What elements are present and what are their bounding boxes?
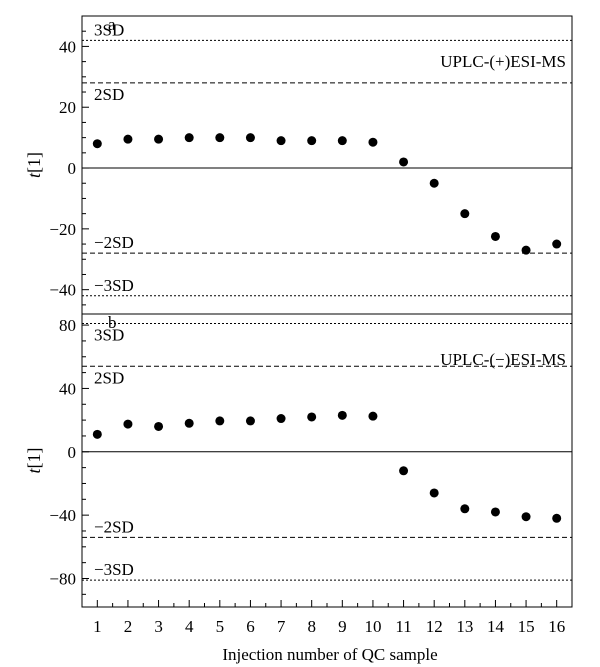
data-point	[154, 421, 164, 431]
data-point	[245, 416, 255, 426]
data-point	[215, 416, 225, 426]
x-tick-label: 10	[364, 617, 381, 636]
data-point	[92, 429, 102, 439]
x-tick-label: 4	[185, 617, 194, 636]
data-point	[460, 209, 470, 219]
y-axis-title-rest: [1]	[24, 152, 44, 173]
data-point	[490, 507, 500, 517]
ionization-mode-label: UPLC-(−)ESI-MS	[440, 350, 566, 369]
panel-b: −80 −40 0 40 80 t[1] 3SD 2SD −2SD −3SD b UPLC-(−)ES…	[24, 313, 573, 608]
y-axis-title-italic: t	[24, 468, 44, 474]
data-point	[307, 136, 317, 146]
data-point	[92, 139, 102, 149]
sd-label: 3SD	[94, 326, 124, 345]
data-point	[552, 513, 562, 523]
y-tick-label: −40	[49, 281, 76, 300]
x-tick-label: 7	[277, 617, 286, 636]
x-tick-label: 8	[307, 617, 316, 636]
data-point	[276, 414, 286, 424]
y-tick-label: −80	[49, 569, 76, 588]
y-axis-title-rest: [1]	[24, 447, 44, 468]
data-point	[460, 504, 470, 514]
x-tick-label: 3	[154, 617, 163, 636]
x-tick-label: 15	[518, 617, 535, 636]
y-tick-label: 80	[59, 316, 76, 335]
data-point	[154, 134, 164, 144]
x-tick-label: 11	[395, 617, 411, 636]
y-axis-title: t[1]	[24, 152, 44, 178]
data-point	[368, 137, 378, 147]
y-tick-label: 20	[59, 98, 76, 117]
x-axis-title: Injection number of QC sample	[222, 645, 437, 664]
x-tick-label: 16	[548, 617, 565, 636]
data-point	[399, 157, 409, 167]
data-point	[399, 466, 409, 476]
sd-label: 2SD	[94, 368, 124, 387]
panel-label: b	[108, 313, 117, 332]
sd-label: −3SD	[94, 276, 134, 295]
data-point	[245, 133, 255, 143]
sd-label: 3SD	[94, 20, 124, 39]
y-tick-label: 40	[59, 379, 76, 398]
x-tick-label: 12	[426, 617, 443, 636]
data-point	[368, 411, 378, 421]
data-point	[490, 231, 500, 241]
data-point	[337, 136, 347, 146]
data-point	[215, 133, 225, 143]
sd-label: 2SD	[94, 85, 124, 104]
data-point	[429, 178, 439, 188]
panel-a: −40 −20 0 20 40 t[1] 3SD 2SD −2SD −3SD a UPLC-(+)ES…	[24, 15, 573, 315]
y-tick-label: −40	[49, 506, 76, 525]
data-point	[184, 418, 194, 428]
x-tick-label: 6	[246, 617, 255, 636]
sd-label: −2SD	[94, 233, 134, 252]
x-tick-label: 9	[338, 617, 347, 636]
y-axis-title-italic: t	[24, 172, 44, 178]
y-tick-label: 0	[68, 443, 77, 462]
y-axis-title: t[1]	[24, 447, 44, 473]
panel-label: a	[108, 15, 116, 34]
data-point	[521, 512, 531, 522]
x-tick-label: 13	[456, 617, 473, 636]
data-point	[307, 412, 317, 422]
data-point	[552, 239, 562, 249]
data-point	[184, 133, 194, 143]
sd-label: −2SD	[94, 517, 134, 536]
y-tick-label: −20	[49, 220, 76, 239]
data-point	[123, 419, 133, 429]
data-point	[521, 245, 531, 255]
x-axis: 1 2 3 4 5 6 7 8 9 10 11 12 13 14 15 16	[93, 600, 565, 636]
x-tick-label: 5	[216, 617, 225, 636]
data-point	[276, 136, 286, 146]
y-tick-label: 0	[68, 159, 77, 178]
data-point	[123, 134, 133, 144]
y-tick-label: 40	[59, 37, 76, 56]
ionization-mode-label: UPLC-(+)ESI-MS	[440, 52, 566, 71]
sd-label: −3SD	[94, 560, 134, 579]
data-point	[337, 410, 347, 420]
x-tick-label: 1	[93, 617, 102, 636]
data-point	[429, 488, 439, 498]
x-tick-label: 2	[124, 617, 133, 636]
x-tick-label: 14	[487, 617, 505, 636]
